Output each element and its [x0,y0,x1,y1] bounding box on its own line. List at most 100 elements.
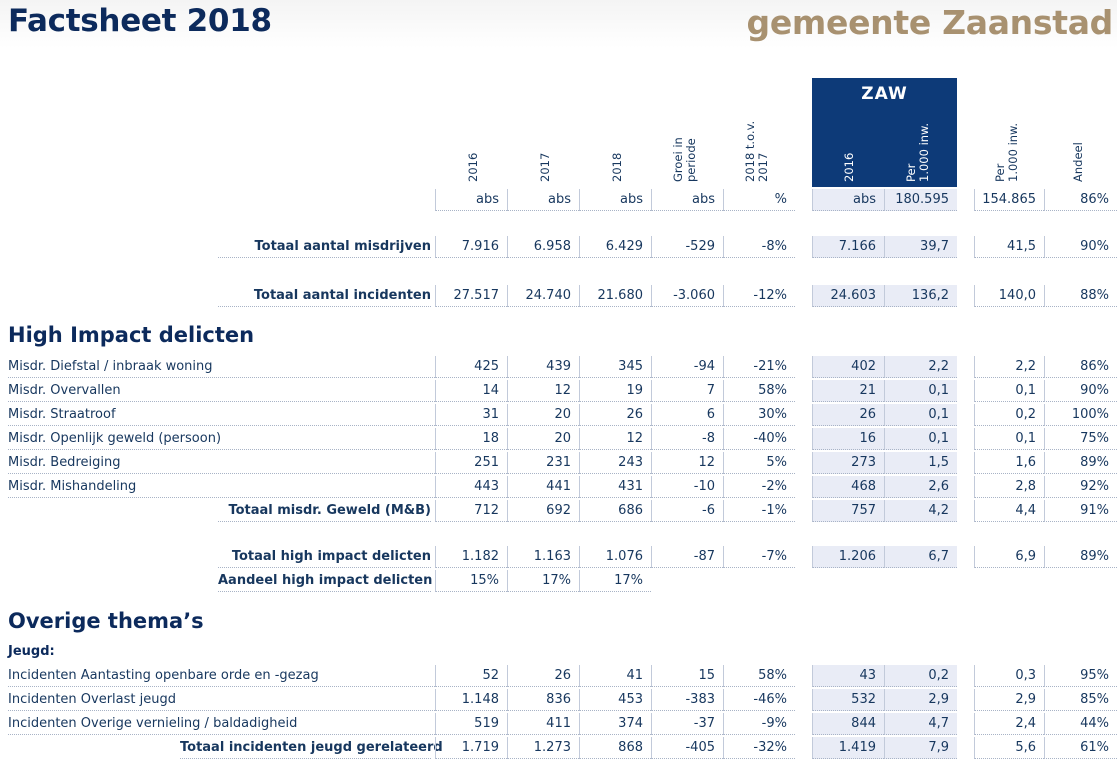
table-cell: 41,5 [974,236,1044,258]
table-cell: 20 [507,428,579,450]
table-cell: abs [812,189,884,211]
table-cell: 0,1 [884,380,957,402]
table-cell: 0,1 [974,380,1044,402]
table-cell: 1.419 [812,737,884,759]
table-cell: 154.865 [974,189,1044,211]
table-cell: 4,4 [974,500,1044,522]
table-cell: 27.517 [435,285,507,307]
table-cell: 140,0 [974,285,1044,307]
table-cell: 4,7 [884,713,957,735]
table-cell: 6 [651,404,723,426]
table-cell: 7,9 [884,737,957,759]
table-cell: -1% [723,500,795,522]
table-cell: -21% [723,356,795,378]
table-cell: 12 [651,452,723,474]
table-cell: 39,7 [884,236,957,258]
table-cell: 90% [1044,236,1117,258]
table-cell: 86% [1044,356,1117,378]
row-label: Incidenten Overige vernieling / baldadig… [8,713,435,735]
subsection-jeugd: Jeugd: [8,644,55,659]
row-label: Misdr. Diefstal / inbraak woning [8,356,435,378]
table-cell: 89% [1044,546,1117,568]
table-cell: 14 [435,380,507,402]
table-cell: 90% [1044,380,1117,402]
table-cell: 345 [579,356,651,378]
table-cell: 1,5 [884,452,957,474]
table-cell: 1.206 [812,546,884,568]
table-cell: 26 [507,665,579,687]
section-overige-themas: Overige thema’s [8,609,204,633]
column-header: Groei in periode [671,137,698,182]
table-cell: 2,8 [974,476,1044,498]
table-cell: 24.603 [812,285,884,307]
table-cell: 2,9 [974,689,1044,711]
table-cell: 41 [579,665,651,687]
table-cell: 30% [723,404,795,426]
table-cell: abs [507,189,579,211]
table-cell: 6.958 [507,236,579,258]
column-header-line: 2018 [610,152,624,182]
table-cell: 12 [579,428,651,450]
column-header: Andeel [1071,142,1085,182]
brand-logo-text: gemeente Zaanstad [746,3,1114,42]
column-header-line: Andeel [1071,142,1085,182]
table-cell: 273 [812,452,884,474]
table-cell: 58% [723,665,795,687]
row-label: Incidenten Aantasting openbare orde en -… [8,665,435,687]
table-cell: 468 [812,476,884,498]
table-cell: 0,1 [884,428,957,450]
table-cell: 24.740 [507,285,579,307]
table-cell: 19 [579,380,651,402]
table-cell: 92% [1044,476,1117,498]
table-cell: 1.719 [435,737,507,759]
column-header-line: 2016 [466,152,480,182]
table-cell: 89% [1044,452,1117,474]
table-cell: -529 [651,236,723,258]
table-cell: 21.680 [579,285,651,307]
column-header: 2018 [610,152,624,182]
table-cell: 251 [435,452,507,474]
column-header-line: periode [684,138,698,182]
table-cell: 1,6 [974,452,1044,474]
table-cell: 6,7 [884,546,957,568]
table-cell: 7 [651,380,723,402]
column-header: 2016 [466,152,480,182]
column-header: 2018 t.o.v. 2017 [743,121,770,182]
table-cell: 1.273 [507,737,579,759]
table-cell: 2,4 [974,713,1044,735]
table-cell: -46% [723,689,795,711]
table-cell: 17% [579,570,651,592]
table-cell: 0,2 [884,665,957,687]
table-cell: 231 [507,452,579,474]
table-cell: abs [651,189,723,211]
row-label: Misdr. Openlijk geweld (persoon) [8,428,435,450]
table-cell: 58% [723,380,795,402]
table-cell: 180.595 [884,189,957,211]
table-cell: 441 [507,476,579,498]
table-cell: 0,3 [974,665,1044,687]
table-cell: 1.163 [507,546,579,568]
row-label: Misdr. Overvallen [8,380,435,402]
table-cell: 2,2 [974,356,1044,378]
row-label: Misdr. Bedreiging [8,452,435,474]
table-cell: 0,1 [884,404,957,426]
row-total-label: Totaal incidenten jeugd gerelateerd [180,737,443,759]
table-cell: -7% [723,546,795,568]
table-cell: -383 [651,689,723,711]
table-cell: -8 [651,428,723,450]
table-cell: 5,6 [974,737,1044,759]
table-cell: 7.916 [435,236,507,258]
table-cell: 15 [651,665,723,687]
table-cell: 439 [507,356,579,378]
table-cell: 26 [579,404,651,426]
table-cell: -37 [651,713,723,735]
table-cell: 52 [435,665,507,687]
table-cell: -8% [723,236,795,258]
table-cell: 692 [507,500,579,522]
table-cell: 12 [507,380,579,402]
table-cell: 0,1 [974,428,1044,450]
table-cell: 43 [812,665,884,687]
table-cell: -2% [723,476,795,498]
table-cell: 16 [812,428,884,450]
table-cell: 21 [812,380,884,402]
